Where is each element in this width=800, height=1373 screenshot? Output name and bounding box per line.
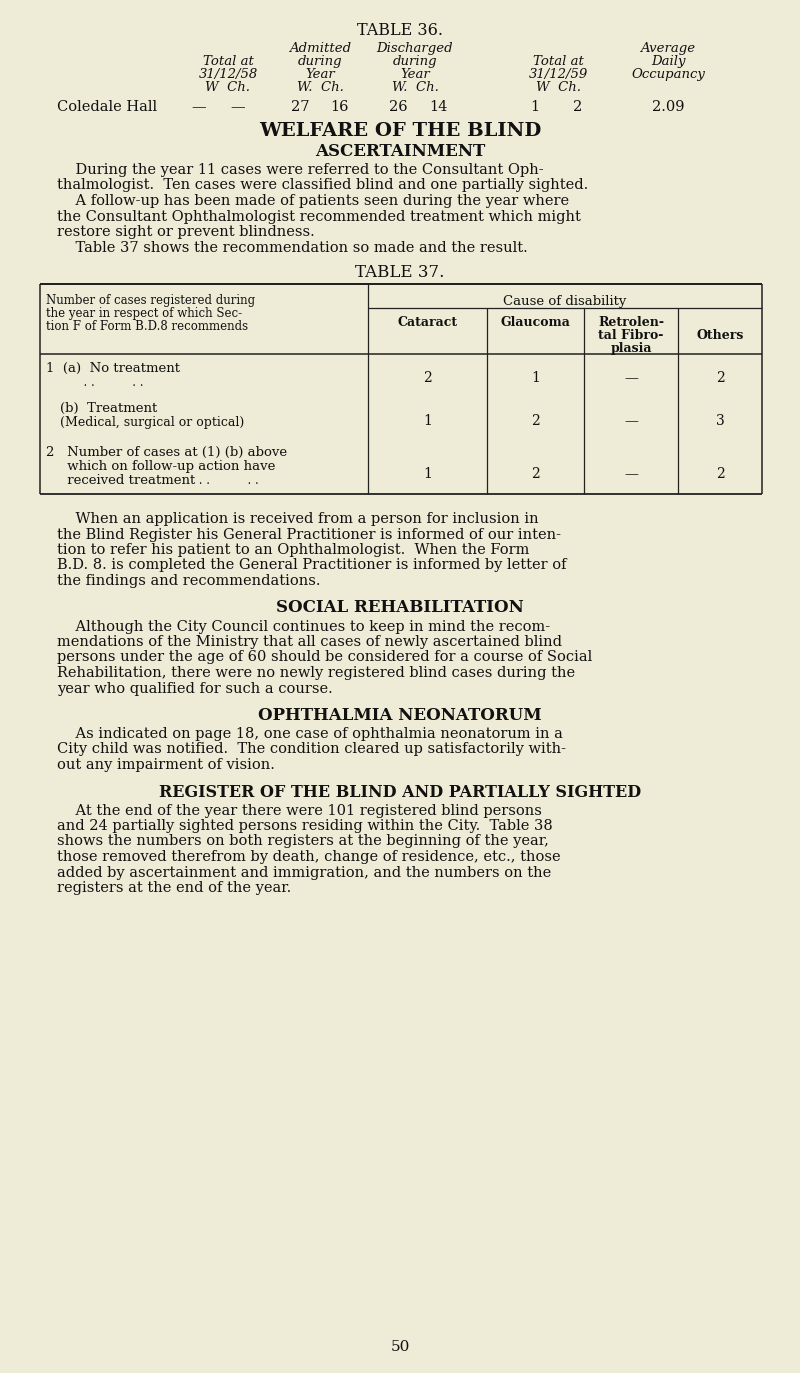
Text: (b)  Treatment: (b) Treatment (60, 402, 158, 415)
Text: Others: Others (696, 330, 744, 342)
Text: B.D. 8. is completed the General Practitioner is informed by letter of: B.D. 8. is completed the General Practit… (57, 559, 566, 573)
Text: tion F of Form B.D.8 recommends: tion F of Form B.D.8 recommends (46, 320, 248, 334)
Text: tal Fibro-: tal Fibro- (598, 330, 664, 342)
Text: TABLE 36.: TABLE 36. (357, 22, 443, 38)
Text: those removed therefrom by death, change of residence, etc., those: those removed therefrom by death, change… (57, 850, 561, 864)
Text: 2: 2 (531, 467, 540, 481)
Text: Glaucoma: Glaucoma (501, 316, 570, 330)
Text: 3: 3 (716, 415, 724, 428)
Text: (Medical, surgical or optical): (Medical, surgical or optical) (60, 416, 244, 428)
Text: Daily: Daily (650, 55, 686, 69)
Text: Cataract: Cataract (398, 316, 458, 330)
Text: Rehabilitation, there were no newly registered blind cases during the: Rehabilitation, there were no newly regi… (57, 666, 575, 680)
Text: out any impairment of vision.: out any impairment of vision. (57, 758, 275, 772)
Text: registers at the end of the year.: registers at the end of the year. (57, 881, 291, 895)
Text: tion to refer his patient to an Ophthalmologist.  When the Form: tion to refer his patient to an Ophthalm… (57, 542, 530, 557)
Text: 1: 1 (423, 467, 432, 481)
Text: —: — (624, 371, 638, 384)
Text: restore sight or prevent blindness.: restore sight or prevent blindness. (57, 225, 314, 239)
Text: Admitted: Admitted (289, 43, 351, 55)
Text: WELFARE OF THE BLIND: WELFARE OF THE BLIND (259, 122, 541, 140)
Text: 2.09: 2.09 (652, 100, 684, 114)
Text: City child was notified.  The condition cleared up satisfactorily with-: City child was notified. The condition c… (57, 743, 566, 757)
Text: 1: 1 (531, 371, 540, 384)
Text: 2: 2 (716, 467, 724, 481)
Text: 2: 2 (531, 415, 540, 428)
Text: 14: 14 (429, 100, 447, 114)
Text: year who qualified for such a course.: year who qualified for such a course. (57, 681, 333, 696)
Text: . .          . .: . . . . (46, 376, 143, 389)
Text: during: during (393, 55, 438, 69)
Text: During the year 11 cases were referred to the Consultant Oph-: During the year 11 cases were referred t… (57, 163, 544, 177)
Text: 1: 1 (530, 100, 539, 114)
Text: plasia: plasia (610, 342, 652, 356)
Text: W  Ch.: W Ch. (206, 81, 250, 93)
Text: Year: Year (305, 69, 335, 81)
Text: 1: 1 (423, 415, 432, 428)
Text: added by ascertainment and immigration, and the numbers on the: added by ascertainment and immigration, … (57, 865, 551, 880)
Text: and 24 partially sighted persons residing within the City.  Table 38: and 24 partially sighted persons residin… (57, 820, 553, 833)
Text: —: — (230, 100, 246, 114)
Text: When an application is received from a person for inclusion in: When an application is received from a p… (57, 512, 538, 526)
Text: Number of cases registered during: Number of cases registered during (46, 294, 255, 308)
Text: 2: 2 (716, 371, 724, 384)
Text: Cause of disability: Cause of disability (503, 295, 626, 308)
Text: A follow-up has been made of patients seen during the year where: A follow-up has been made of patients se… (57, 194, 569, 207)
Text: OPHTHALMIA NEONATORUM: OPHTHALMIA NEONATORUM (258, 707, 542, 724)
Text: Total at: Total at (533, 55, 583, 69)
Text: which on follow-up action have: which on follow-up action have (46, 460, 275, 474)
Text: SOCIAL REHABILITATION: SOCIAL REHABILITATION (276, 600, 524, 616)
Text: . .          . .: . . . . (180, 474, 258, 487)
Text: 2   Number of cases at (1) (b) above: 2 Number of cases at (1) (b) above (46, 446, 287, 459)
Text: 50: 50 (390, 1340, 410, 1354)
Text: W  Ch.: W Ch. (535, 81, 581, 93)
Text: REGISTER OF THE BLIND AND PARTIALLY SIGHTED: REGISTER OF THE BLIND AND PARTIALLY SIGH… (159, 784, 641, 800)
Text: 16: 16 (330, 100, 350, 114)
Text: Total at: Total at (202, 55, 254, 69)
Text: thalmologist.  Ten cases were classified blind and one partially sighted.: thalmologist. Ten cases were classified … (57, 178, 588, 192)
Text: mendations of the Ministry that all cases of newly ascertained blind: mendations of the Ministry that all case… (57, 634, 562, 649)
Text: 2: 2 (574, 100, 582, 114)
Text: W.  Ch.: W. Ch. (391, 81, 438, 93)
Text: during: during (298, 55, 342, 69)
Text: Occupancy: Occupancy (631, 69, 705, 81)
Text: ASCERTAINMENT: ASCERTAINMENT (315, 143, 485, 161)
Text: Although the City Council continues to keep in mind the recom-: Although the City Council continues to k… (57, 619, 550, 633)
Text: Retrolen-: Retrolen- (598, 316, 664, 330)
Text: —: — (192, 100, 206, 114)
Text: TABLE 37.: TABLE 37. (355, 264, 445, 281)
Text: received treatment: received treatment (46, 474, 195, 487)
Text: Discharged: Discharged (377, 43, 454, 55)
Text: Table 37 shows the recommendation so made and the result.: Table 37 shows the recommendation so mad… (57, 240, 528, 254)
Text: As indicated on page 18, one case of ophthalmia neonatorum in a: As indicated on page 18, one case of oph… (57, 726, 563, 741)
Text: 31/12/59: 31/12/59 (528, 69, 588, 81)
Text: 26: 26 (389, 100, 407, 114)
Text: 31/12/58: 31/12/58 (198, 69, 258, 81)
Text: the Consultant Ophthalmologist recommended treatment which might: the Consultant Ophthalmologist recommend… (57, 210, 581, 224)
Text: the findings and recommendations.: the findings and recommendations. (57, 574, 321, 588)
Text: 2: 2 (423, 371, 432, 384)
Text: At the end of the year there were 101 registered blind persons: At the end of the year there were 101 re… (57, 803, 542, 817)
Text: 27: 27 (290, 100, 310, 114)
Text: the year in respect of which Sec-: the year in respect of which Sec- (46, 308, 242, 320)
Text: Coledale Hall: Coledale Hall (57, 100, 157, 114)
Text: —: — (624, 467, 638, 481)
Text: W.  Ch.: W. Ch. (297, 81, 343, 93)
Text: Average: Average (641, 43, 695, 55)
Text: Year: Year (400, 69, 430, 81)
Text: the Blind Register his General Practitioner is informed of our inten-: the Blind Register his General Practitio… (57, 527, 561, 541)
Text: 1  (a)  No treatment: 1 (a) No treatment (46, 362, 180, 375)
Text: persons under the age of 60 should be considered for a course of Social: persons under the age of 60 should be co… (57, 651, 592, 665)
Text: —: — (624, 415, 638, 428)
Text: shows the numbers on both registers at the beginning of the year,: shows the numbers on both registers at t… (57, 835, 549, 849)
